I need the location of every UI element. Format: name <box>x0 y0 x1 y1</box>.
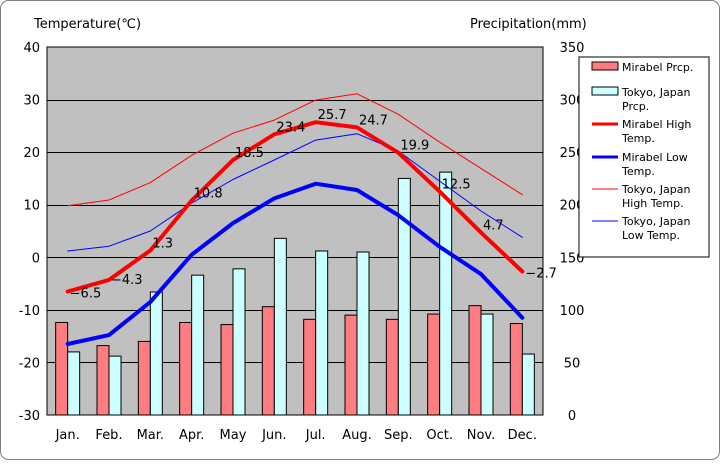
bar <box>480 313 494 416</box>
right-tick-label: 350 <box>560 41 585 56</box>
legend-label: Tokyo, Japan <box>621 86 690 99</box>
bar <box>344 314 358 416</box>
bar <box>439 171 453 416</box>
data-label: 12.5 <box>442 178 471 193</box>
right-tick-label: 50 <box>564 356 581 371</box>
data-label: −6.5 <box>70 286 102 301</box>
bar <box>149 291 163 416</box>
legend-swatch <box>591 61 619 71</box>
bar <box>55 321 69 416</box>
bar <box>468 305 482 416</box>
bar <box>385 318 399 416</box>
left-axis-title: Temperature(℃) <box>33 17 141 32</box>
legend-label: Mirabel Low <box>622 151 688 164</box>
legend-swatch <box>591 86 619 96</box>
x-tick-label: Sep. <box>384 428 413 443</box>
bar <box>273 237 287 416</box>
right-tick-label: 100 <box>560 304 585 319</box>
series-line <box>65 120 525 294</box>
x-tick-label: Feb. <box>95 428 122 443</box>
x-tick-label: Jul. <box>305 428 326 443</box>
x-tick-label: Aug. <box>342 428 372 443</box>
legend-label: Mirabel Prcp. <box>622 61 693 74</box>
series-line <box>65 181 525 346</box>
bar <box>427 313 441 416</box>
data-label: 10.8 <box>194 187 223 202</box>
left-tick-label: -10 <box>19 304 40 319</box>
bar <box>96 345 110 416</box>
legend-label: Temp. <box>621 132 655 145</box>
left-tick-label: -20 <box>19 356 40 371</box>
bar <box>509 323 523 416</box>
x-tick-label: Jun. <box>261 428 286 443</box>
bar <box>521 353 535 416</box>
x-tick-label: May <box>220 428 247 443</box>
left-tick-label: 40 <box>23 41 40 56</box>
bar <box>191 274 205 416</box>
plot-background <box>46 46 544 416</box>
data-label: 24.7 <box>359 113 388 128</box>
right-tick-label: 250 <box>560 146 585 161</box>
left-tick-label: 30 <box>23 94 40 109</box>
legend-label: Tokyo, Japan <box>621 183 690 196</box>
series-line <box>67 93 523 207</box>
data-label: 23.4 <box>276 120 305 135</box>
bar <box>356 251 370 416</box>
x-tick-label: Mar. <box>137 428 164 443</box>
legend-label: Tokyo, Japan <box>621 215 690 228</box>
bar <box>397 177 411 416</box>
right-tick-label: 0 <box>568 409 576 424</box>
plot-area: -30 -20 -10 0 10 20 30 40 0 50 100 150 200 250 300 350 J… <box>19 41 585 443</box>
x-tick-label: Nov. <box>467 428 496 443</box>
bar <box>303 318 317 416</box>
data-label: 4.7 <box>483 219 504 234</box>
left-tick-label: 20 <box>23 146 40 161</box>
bar <box>108 355 122 416</box>
right-axis-title: Precipitation(mm) <box>470 17 587 32</box>
x-tick-label: Dec. <box>508 428 537 443</box>
bar <box>179 321 193 416</box>
data-label: −4.3 <box>111 273 143 288</box>
data-label: 19.9 <box>400 139 429 154</box>
bar <box>220 324 234 416</box>
right-tick-label: 200 <box>560 199 585 214</box>
data-label: 1.3 <box>152 236 173 251</box>
left-tick-label: -30 <box>19 409 40 424</box>
right-tick-label: 300 <box>560 94 585 109</box>
x-tick-label: Jan. <box>55 428 80 443</box>
legend-label: High Temp. <box>622 197 684 210</box>
legend-label: Mirabel High <box>622 118 691 131</box>
legend-label: Low Temp. <box>622 229 680 242</box>
left-tick-label: 0 <box>32 251 40 266</box>
x-tick-label: Oct. <box>426 428 453 443</box>
bar <box>315 250 329 416</box>
data-label: 18.5 <box>235 146 264 161</box>
right-tick-label: 150 <box>560 251 585 266</box>
x-tick-label: Apr. <box>179 428 204 443</box>
legend-label: Temp. <box>621 165 655 178</box>
bar <box>67 351 81 416</box>
left-tick-label: 10 <box>23 199 40 214</box>
bar <box>137 340 151 416</box>
bar <box>232 268 246 416</box>
data-label: −2.7 <box>525 266 557 281</box>
series-line <box>67 133 523 252</box>
data-label: 25.7 <box>318 108 347 123</box>
bar <box>261 306 275 416</box>
legend-label: Prcp. <box>622 100 649 113</box>
